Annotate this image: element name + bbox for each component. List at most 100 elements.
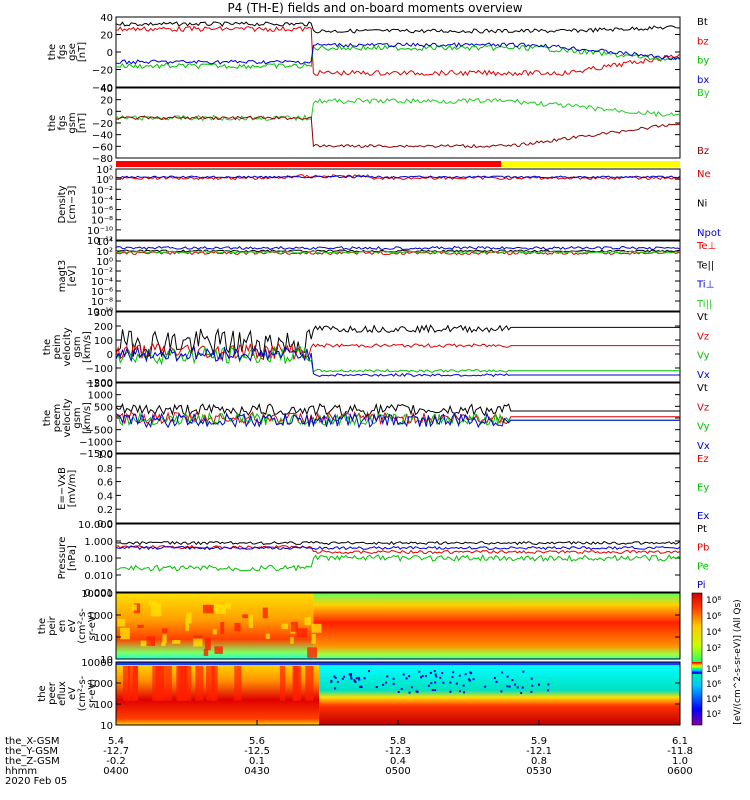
spectrogram-speckle xyxy=(516,686,519,689)
spectrogram-patch xyxy=(146,636,156,646)
spectrogram-speckle xyxy=(359,686,362,689)
legend-vx: Vx xyxy=(697,441,710,452)
spectrogram-patch xyxy=(262,607,268,619)
spectrogram-patch xyxy=(242,614,249,619)
spectrogram-speckle xyxy=(375,686,378,689)
y-tick-label: 20 xyxy=(100,31,113,42)
spectrogram-speckle xyxy=(357,677,360,680)
spectrogram-speckle xyxy=(416,690,419,693)
spectrogram-patch xyxy=(161,642,166,646)
spectrogram-patch xyxy=(203,648,209,656)
y-axis-label: Density[cm−3] xyxy=(57,185,78,223)
spectrogram-patch xyxy=(148,601,157,605)
spectrogram-speckle xyxy=(537,683,540,686)
y-tick-label: 100 xyxy=(94,336,113,347)
y-tick-label: 10⁻⁴ xyxy=(91,195,113,206)
spectrogram-patch xyxy=(214,646,223,654)
panel-frame xyxy=(115,87,681,159)
spectrogram-speckle xyxy=(547,683,550,686)
y-tick-label: −1000 xyxy=(79,437,113,448)
ephem-value: 0.1 xyxy=(249,756,265,767)
spectrogram-speckle xyxy=(493,677,496,680)
y-axis-label-line: (cm²-s- xyxy=(77,608,88,644)
legend-bx: bx xyxy=(697,75,709,86)
spectrogram-speckle xyxy=(349,674,352,677)
line-gsm-bz xyxy=(115,115,681,149)
y-tick-label: 10 xyxy=(100,721,113,732)
spectrogram-burst xyxy=(183,666,192,701)
spectrogram-speckle xyxy=(455,682,458,685)
quality-bar-yellow xyxy=(501,161,680,167)
y-tick-label: −60 xyxy=(92,142,113,153)
spectrogram-speckle xyxy=(349,673,352,676)
y-axis-label: thepeerefluxeV(cm²-s-sr-eV) xyxy=(37,675,98,711)
ephem-value: 0.4 xyxy=(390,756,406,767)
legend-npot: Npot xyxy=(697,228,721,239)
spectrogram-region-late xyxy=(319,662,680,725)
y-tick-label: 1500 xyxy=(88,379,113,390)
spectrogram-speckle xyxy=(500,690,503,693)
spectrogram-patch xyxy=(132,604,137,611)
spectrogram-speckle xyxy=(350,677,353,680)
spectrogram-burst xyxy=(161,666,172,701)
ephem-value: -12.7 xyxy=(103,746,129,757)
legend-ni: Ni xyxy=(697,199,707,210)
legend-bz: Bz xyxy=(697,146,709,157)
colorbar-tick-label: 10² xyxy=(706,644,721,654)
spectrogram-speckle xyxy=(334,687,337,690)
ephem-value: 0.8 xyxy=(531,756,547,767)
legend-bz: bz xyxy=(697,36,709,47)
spectrogram-speckle xyxy=(464,673,467,676)
ephem-value: 5.8 xyxy=(390,736,406,747)
line-vz xyxy=(115,342,680,361)
y-tick-label: 10⁻⁸ xyxy=(91,297,113,308)
colorbar-ticks: 10⁸ 10⁶ 10⁴ 10² 10⁸ 10⁶ 10⁴ 10² xyxy=(706,596,721,720)
spectrogram-patch xyxy=(290,621,298,632)
spectrogram-speckle xyxy=(343,675,346,678)
spectrogram-speckle xyxy=(368,670,371,673)
spectrogram-patch xyxy=(311,623,322,633)
panel-peim-velocity: 300 200 100 0 −100 −200 thepeimvelocitygsm[km/… xyxy=(42,308,710,389)
spectrogram-speckle xyxy=(350,676,353,679)
panel-peer-eflux: 10000100010010thepeerefluxeV(cm²-s-sr-eV… xyxy=(37,658,681,732)
spectrogram-patch xyxy=(311,633,316,644)
spectrogram-speckle xyxy=(427,684,430,687)
line-ti-perp xyxy=(115,245,681,251)
y-axis-label: Pressure[nPa] xyxy=(57,537,78,580)
y-tick-label: 10⁻¹⁰ xyxy=(87,226,113,237)
spectrogram-speckle xyxy=(495,680,498,683)
spectrogram-patch xyxy=(307,647,318,658)
panels-group: 40200−20−40thefgsgse[nT]Btbzbybx40200−20… xyxy=(42,13,721,599)
y-axis-label: thefgsgsm[nT] xyxy=(47,112,88,133)
line-ti-par xyxy=(115,250,681,254)
y-tick-label: 0.100 xyxy=(84,554,113,565)
spectrogram-patch xyxy=(304,617,312,626)
ephem-value: -12.5 xyxy=(244,746,270,757)
line-ve-t xyxy=(115,402,680,418)
spectrogram-speckle xyxy=(418,670,421,673)
line-pi xyxy=(115,545,681,551)
spectrogram-speckle xyxy=(452,671,455,674)
y-axis-label: thepeireneV(cm²-s-sr-eV) xyxy=(37,608,98,644)
spectrogram-speckle xyxy=(501,671,504,674)
panel-fgs-gse: 40 20 0 −20 −40 thefgsgse[nT] Bt bz by bx xyxy=(47,13,709,94)
spectrogram-burst xyxy=(195,666,204,701)
y-tick-label: 10⁴ xyxy=(96,237,113,248)
y-tick-label: 500 xyxy=(94,402,113,413)
spectrogram-speckle xyxy=(405,677,408,680)
panel-frame xyxy=(115,168,681,241)
spectrogram-burst xyxy=(305,666,314,701)
y-axis-label-line: peir xyxy=(47,615,58,635)
panel-frame xyxy=(115,453,681,524)
y-tick-label: 0.6 xyxy=(97,478,113,489)
y-axis-label: thefgsgse[nT] xyxy=(47,42,88,62)
y-tick-label: 0 xyxy=(107,414,113,425)
spectrogram-patch xyxy=(248,615,253,628)
y-tick-label: 10⁰ xyxy=(96,257,113,268)
spectrogram-speckle xyxy=(415,690,418,693)
spectrogram-speckle xyxy=(355,677,358,680)
y-axis-label-line: [nPa] xyxy=(67,545,78,571)
